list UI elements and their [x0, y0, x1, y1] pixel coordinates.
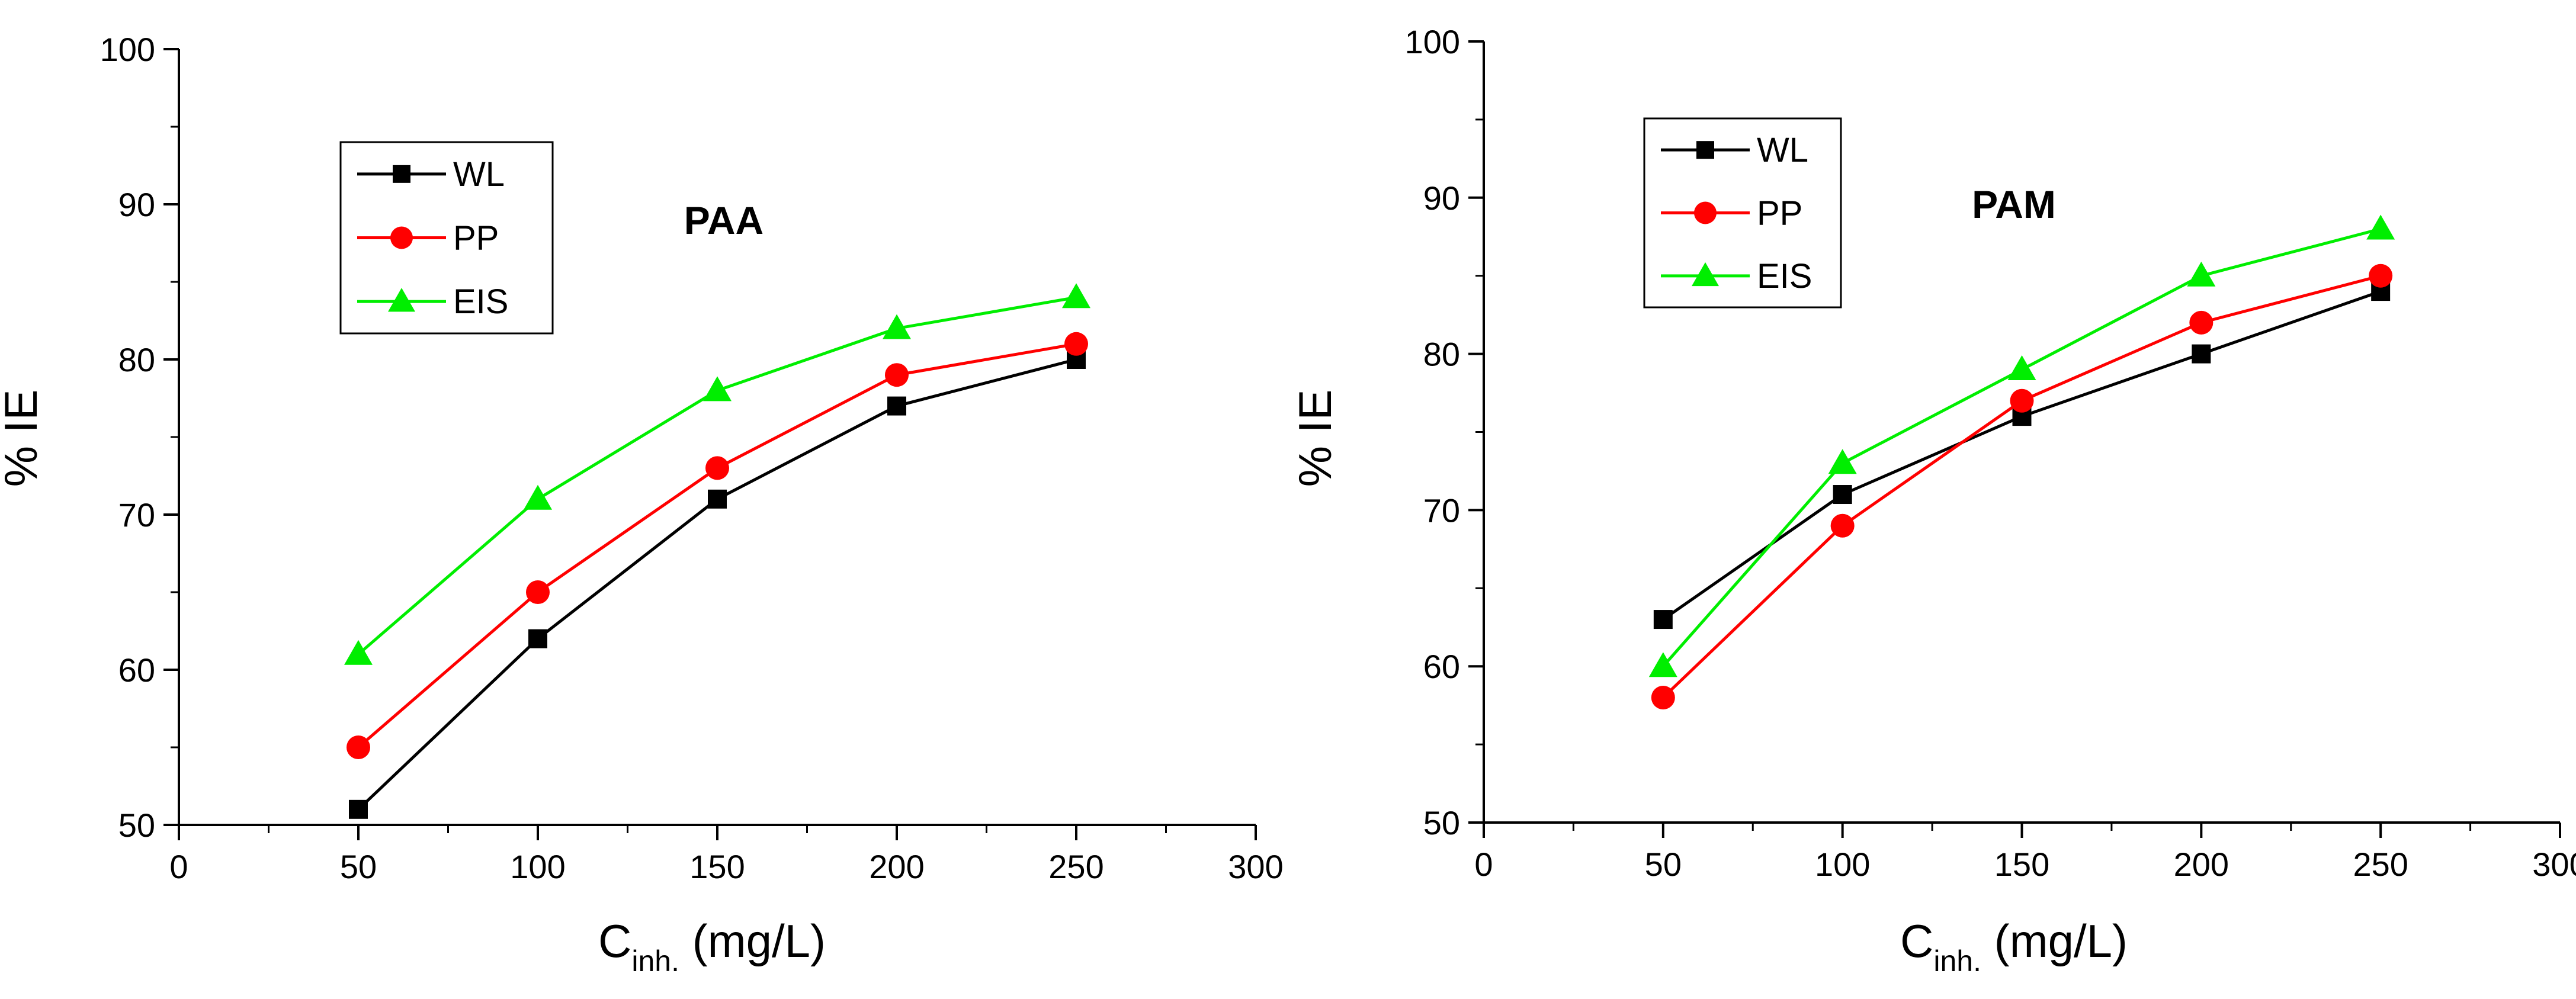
data-point-square: [393, 165, 410, 183]
series-line-wl: [1662, 290, 2381, 621]
series-line-wl: [357, 358, 1077, 811]
y-tick-label: 60: [118, 651, 155, 689]
data-point-circle: [705, 456, 729, 480]
chart-pam: 0 50 100 150 200 250 300 50 60 70 80 90 100 WL PP EIS PA…: [1289, 23, 2576, 978]
data-point-square: [708, 489, 727, 509]
legend-label-wl: WL: [453, 155, 505, 194]
chart-title: PAA: [684, 198, 764, 242]
data-point-triangle: [344, 640, 373, 665]
x-tick-label: 250: [1048, 848, 1103, 885]
series-eis: [344, 283, 1090, 665]
x-axis-title-unit: (mg/L): [679, 915, 826, 967]
x-tick-label: 150: [1994, 846, 2049, 883]
legend-label-pp: PP: [1757, 194, 1802, 233]
x-axis-title-main: C: [1900, 915, 1933, 967]
series-pp: [1651, 264, 2393, 709]
legend-label-eis: EIS: [453, 282, 509, 321]
x-tick-label: 100: [1815, 846, 1870, 883]
series-pp: [347, 332, 1088, 759]
series-line-pp: [1662, 274, 2381, 699]
data-point-triangle: [2366, 214, 2395, 240]
data-point-triangle: [2007, 355, 2036, 380]
x-axis-title-unit: (mg/L): [1981, 915, 2128, 967]
data-point-square: [887, 396, 906, 416]
y-axis-title: % IE: [0, 390, 47, 487]
x-axis-title: Cinh. (mg/L): [1900, 915, 2128, 978]
legend: WL PP EIS: [1643, 117, 1842, 309]
legend-label-pp: PP: [453, 219, 499, 258]
chart-title: PAM: [1972, 182, 2056, 226]
y-tick-label: 70: [118, 496, 155, 534]
x-axis-title: Cinh. (mg/L): [598, 915, 826, 978]
data-point-triangle: [1692, 262, 1719, 287]
y-tick-label: 70: [1423, 492, 1460, 529]
series-line-pp: [357, 342, 1077, 749]
x-tick-label: 300: [1228, 848, 1283, 885]
data-point-circle: [2369, 264, 2393, 288]
data-point-square: [1653, 610, 1673, 629]
series-wl: [349, 350, 1086, 819]
data-point-triangle: [1648, 652, 1677, 677]
data-point-triangle: [1062, 283, 1090, 309]
data-point-circle: [1064, 332, 1088, 356]
data-point-triangle: [1828, 449, 1857, 474]
x-tick-label: 100: [510, 848, 565, 885]
data-point-square: [528, 629, 547, 648]
x-tick-label: 50: [340, 848, 377, 885]
y-tick-label: 50: [1423, 804, 1460, 841]
data-point-circle: [390, 226, 413, 249]
x-axis-title-subscript: inh.: [1933, 945, 1981, 978]
legend: WL PP EIS: [339, 141, 554, 335]
y-tick-label: 100: [100, 31, 155, 68]
data-point-triangle: [2187, 261, 2216, 287]
y-tick-label: 60: [1423, 648, 1460, 685]
data-point-circle: [526, 580, 550, 604]
legend-label-eis: EIS: [1757, 257, 1812, 295]
series-wl: [1653, 282, 2391, 629]
data-point-circle: [2010, 388, 2034, 413]
y-tick-label: 90: [1423, 179, 1460, 217]
series-eis: [1648, 214, 2395, 677]
data-point-square: [1833, 485, 1852, 505]
data-point-circle: [2189, 310, 2214, 335]
x-axis-title-main: C: [598, 915, 631, 967]
y-tick-label: 80: [1423, 336, 1460, 373]
x-axis-title-subscript: inh.: [631, 945, 679, 978]
chart-paa: 0 50 100 150 200 250 300 50 60 70 80 90 100 WL PP EIS PA…: [0, 31, 1284, 978]
x-tick-label: 150: [689, 848, 745, 885]
x-tick-label: 200: [869, 848, 924, 885]
data-point-square: [349, 799, 368, 819]
data-point-circle: [347, 735, 370, 759]
x-tick-label: 50: [1645, 846, 1682, 883]
y-tick-label: 80: [118, 341, 155, 378]
data-point-triangle: [388, 288, 415, 312]
data-point-circle: [1830, 513, 1855, 538]
y-tick-label: 100: [1405, 23, 1460, 60]
x-tick-label: 0: [1474, 846, 1493, 883]
legend-label-wl: WL: [1757, 131, 1808, 169]
x-tick-label: 200: [2174, 846, 2229, 883]
y-axis-title: % IE: [1289, 390, 1341, 487]
data-point-triangle: [883, 314, 911, 339]
x-tick-label: 250: [2353, 846, 2408, 883]
data-point-square: [2192, 344, 2211, 364]
y-tick-label: 50: [118, 807, 155, 844]
data-point-triangle: [524, 484, 552, 510]
data-point-triangle: [703, 376, 732, 401]
data-point-circle: [1694, 201, 1717, 224]
x-tick-label: 0: [169, 848, 188, 885]
data-point-square: [1696, 141, 1714, 159]
y-tick-label: 90: [118, 186, 155, 223]
data-point-circle: [1651, 685, 1675, 709]
x-tick-label: 300: [2532, 846, 2576, 883]
data-point-circle: [885, 363, 909, 387]
